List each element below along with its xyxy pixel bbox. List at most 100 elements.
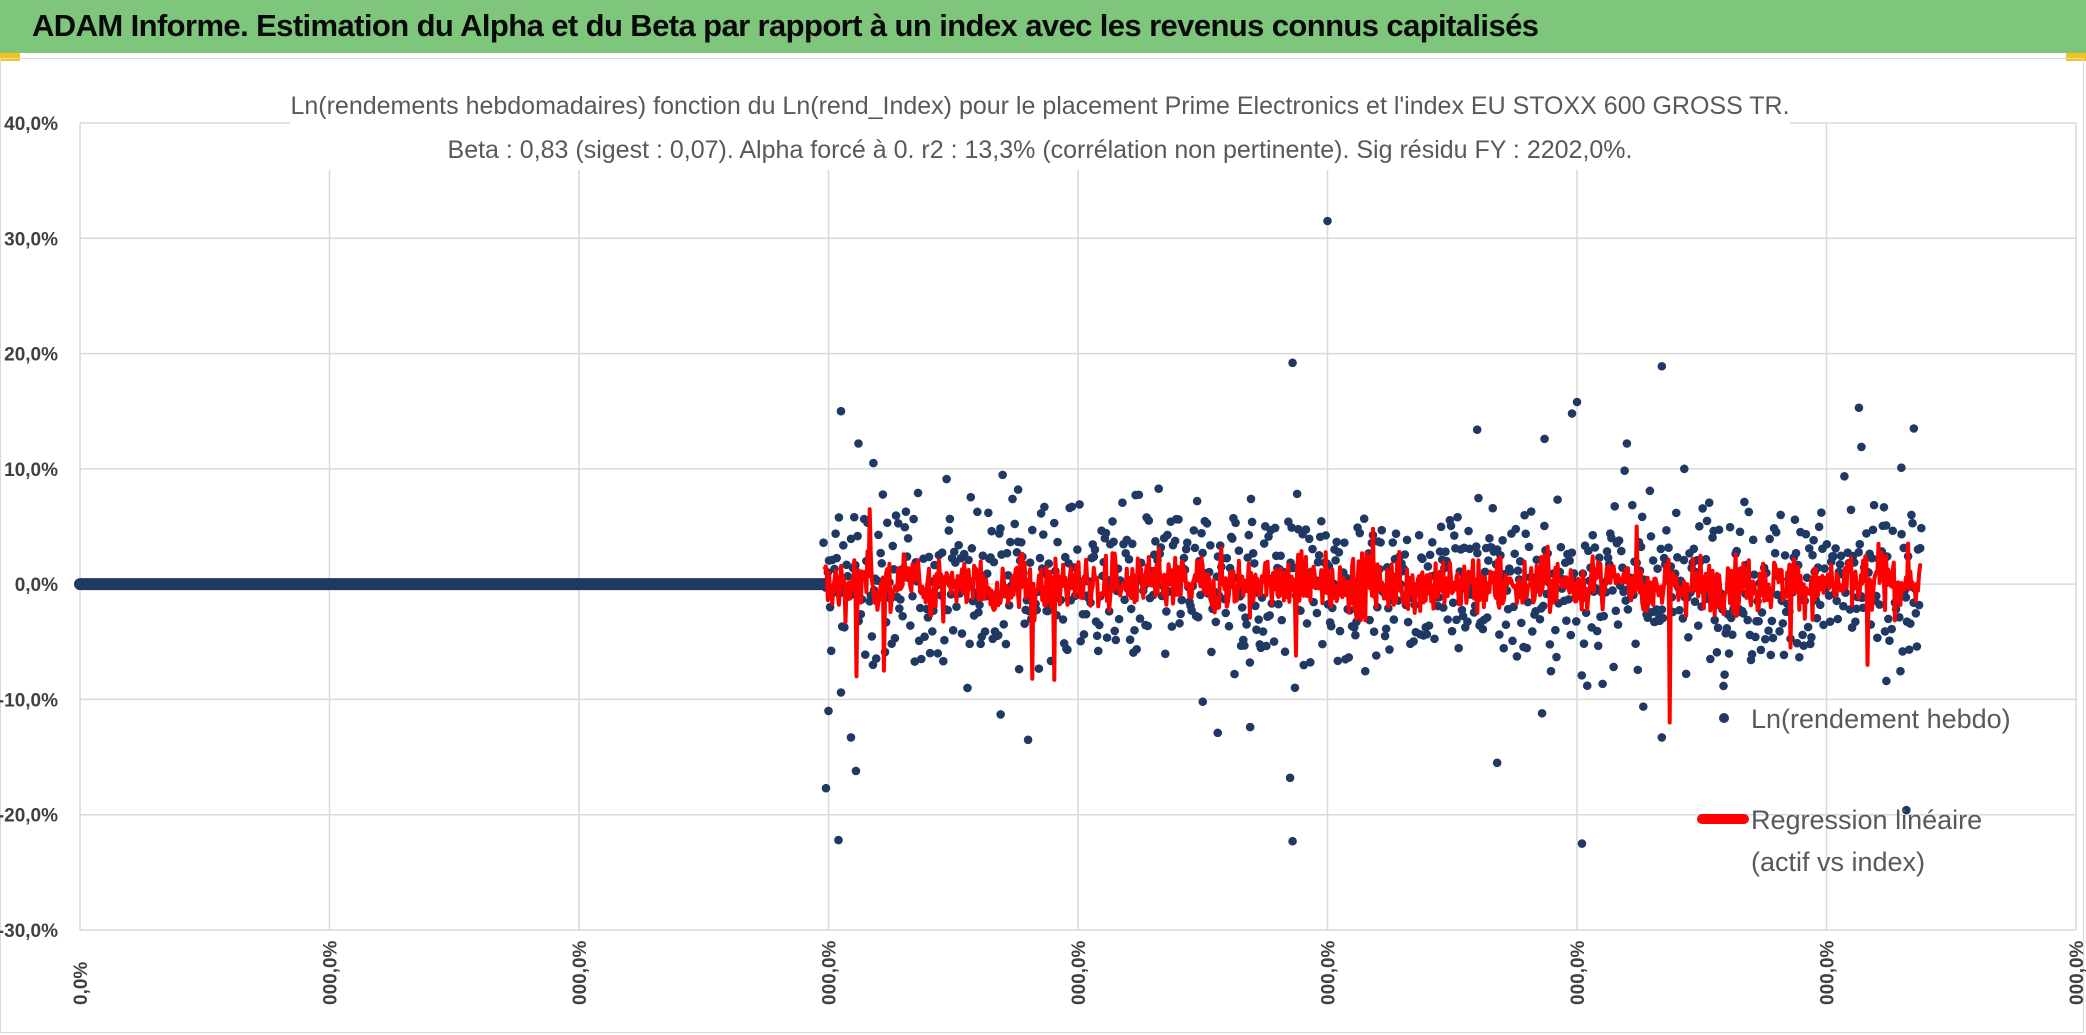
report-title-banner: ADAM Informe. Estimation du Alpha et du …: [0, 0, 2086, 53]
data-point: [1443, 615, 1452, 624]
data-point: [908, 591, 917, 601]
data-point: [1512, 652, 1522, 661]
data-point-outlier: [1657, 361, 1667, 371]
data-point: [1102, 633, 1112, 642]
data-point: [1135, 614, 1145, 623]
data-point: [903, 534, 913, 543]
data-point: [999, 620, 1009, 629]
data-point: [1532, 555, 1541, 565]
data-point: [965, 639, 974, 649]
data-point: [1814, 522, 1824, 532]
data-point: [1276, 551, 1285, 561]
data-point: [1190, 543, 1200, 553]
data-point: [1360, 666, 1370, 676]
data-point: [1333, 656, 1343, 666]
data-point: [1488, 503, 1498, 513]
data-point-outlier: [1679, 464, 1689, 474]
data-point: [1706, 654, 1715, 664]
report-title: ADAM Informe. Estimation du Alpha et du …: [32, 8, 1539, 43]
data-point: [1526, 507, 1536, 516]
legend: Ln(rendement hebdo) Regression linéaire …: [1697, 704, 2011, 877]
data-point: [826, 646, 836, 656]
data-point: [1403, 617, 1413, 627]
data-point: [1867, 553, 1877, 563]
data-point: [1174, 515, 1183, 524]
data-point: [924, 552, 934, 562]
data-point: [1351, 630, 1360, 640]
data-point: [1252, 625, 1261, 634]
data-point-outlier: [1657, 733, 1667, 742]
data-point: [1804, 544, 1814, 553]
data-point: [1197, 528, 1206, 538]
data-point: [1855, 539, 1865, 549]
data-point: [957, 629, 967, 638]
data-point: [1248, 548, 1258, 558]
data-point: [906, 621, 915, 630]
data-point: [1820, 564, 1829, 573]
data-point-outlier: [1622, 439, 1632, 448]
y-tick-label: -30,0%: [0, 921, 58, 942]
data-point: [1884, 614, 1893, 624]
y-tick-label: 0,0%: [15, 575, 58, 596]
data-point: [840, 623, 849, 632]
data-point: [1465, 544, 1474, 554]
x-tick-label: 000,0%: [2067, 940, 2086, 1005]
data-point: [1280, 647, 1290, 657]
data-point: [1254, 615, 1263, 624]
data-point: [1124, 554, 1134, 564]
data-point: [1567, 548, 1577, 557]
data-point: [984, 508, 993, 518]
data-point-outlier: [846, 733, 856, 742]
data-point: [1120, 595, 1129, 605]
data-point: [1679, 555, 1689, 565]
data-point: [1851, 617, 1860, 626]
data-point: [1617, 546, 1626, 556]
data-point: [1582, 681, 1592, 690]
data-point: [1181, 544, 1191, 554]
data-point: [913, 488, 923, 498]
data-point: [1111, 635, 1121, 645]
data-point: [1602, 547, 1612, 556]
data-point: [831, 529, 840, 538]
data-point: [1221, 608, 1231, 618]
data-point: [1010, 519, 1020, 529]
data-point: [1388, 538, 1398, 547]
data-point: [1768, 633, 1778, 643]
data-point: [1369, 627, 1379, 637]
data-point: [1693, 621, 1703, 630]
data-point: [1382, 563, 1392, 572]
data-point: [1790, 515, 1800, 525]
data-point: [1599, 611, 1609, 621]
chart-title-line1: Ln(rendements hebdomadaires) fonction du…: [290, 92, 1789, 120]
data-point: [1313, 557, 1323, 567]
data-point: [1359, 514, 1369, 523]
data-point: [1592, 626, 1602, 636]
data-point: [1028, 525, 1037, 535]
data-point: [1385, 645, 1394, 654]
data-point: [896, 595, 905, 604]
data-point: [1485, 533, 1494, 543]
data-point: [853, 531, 862, 541]
data-point: [938, 656, 948, 666]
data-point: [1176, 609, 1185, 619]
x-tick-label: 000,0%: [1069, 940, 1090, 1005]
data-point: [976, 639, 985, 649]
data-point: [1751, 632, 1760, 642]
data-point: [860, 650, 870, 659]
data-point: [1838, 601, 1848, 611]
data-point: [1265, 611, 1274, 620]
data-point: [1808, 550, 1817, 560]
data-point: [1400, 550, 1410, 559]
data-point: [1807, 633, 1816, 642]
x-tick-label: 0,0%: [71, 962, 92, 1005]
data-point: [1546, 666, 1556, 676]
data-point: [1898, 647, 1907, 656]
data-point: [1118, 498, 1127, 508]
data-point: [1829, 552, 1838, 561]
data-point: [1389, 615, 1399, 624]
data-point-outlier: [1577, 839, 1587, 848]
data-point-outlier: [1245, 722, 1255, 732]
data-point: [1154, 484, 1163, 493]
data-point: [834, 513, 844, 522]
x-tick-label: 000,0%: [1319, 940, 1340, 1005]
